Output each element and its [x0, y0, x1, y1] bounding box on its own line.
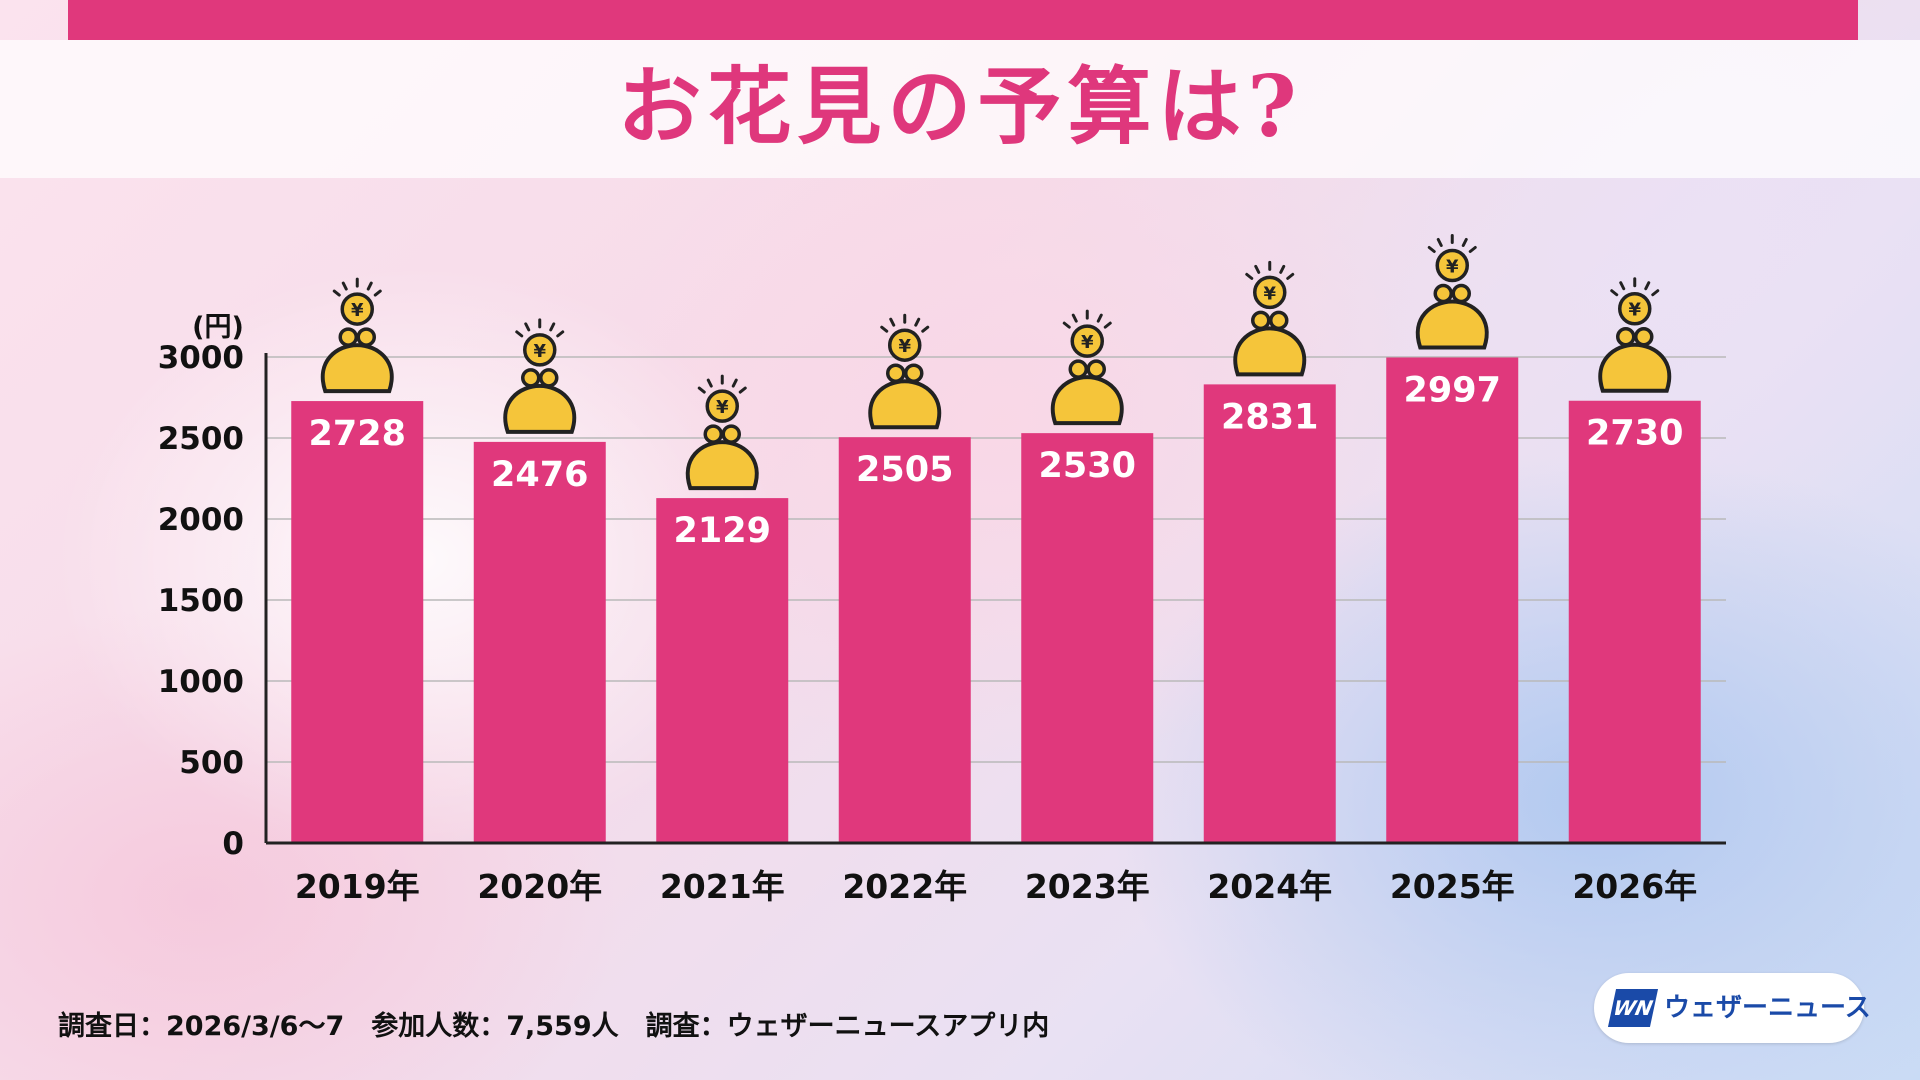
y-tick-label: 0 [222, 826, 244, 862]
bar [1386, 357, 1519, 843]
yen-coin-purse-icon: ¥ [1598, 277, 1672, 393]
bar [291, 401, 424, 843]
x-tick-label: 2025年 [1390, 867, 1515, 906]
bar [838, 437, 971, 843]
svg-text:¥: ¥ [716, 397, 729, 418]
y-tick-label: 2000 [158, 502, 244, 538]
y-tick-label: 500 [179, 745, 244, 781]
y-tick-label: 3000 [158, 340, 244, 376]
bar-value-label: 2831 [1221, 397, 1318, 437]
page-title: お花見の予算は? [617, 57, 1303, 156]
svg-text:¥: ¥ [351, 300, 364, 321]
yen-coin-purse-icon: ¥ [320, 277, 394, 394]
bar-value-label: 2129 [674, 511, 771, 551]
bar-value-label: 2728 [309, 414, 406, 454]
brand-badge: WN ウェザーニュース [1594, 973, 1871, 1043]
bar [1203, 384, 1336, 843]
title-band [0, 40, 1920, 178]
bar [656, 498, 789, 843]
bar-value-label: 2505 [856, 450, 953, 490]
x-tick-label: 2026年 [1572, 867, 1697, 906]
svg-text:¥: ¥ [898, 336, 911, 357]
bar-value-label: 2476 [491, 455, 588, 495]
yen-coin-purse-icon: ¥ [1415, 233, 1489, 350]
bar [1021, 433, 1154, 843]
yen-coin-purse-icon: ¥ [503, 318, 577, 434]
x-tick-label: 2022年 [842, 867, 967, 906]
yen-coin-purse-icon: ¥ [868, 313, 942, 430]
y-tick-label: 1500 [158, 583, 244, 619]
brand-name: ウェザーニュース [1664, 993, 1871, 1023]
bar-value-label: 2997 [1404, 370, 1501, 410]
x-tick-label: 2023年 [1025, 867, 1150, 906]
bar [1568, 400, 1701, 843]
brand-logo: WN [1607, 989, 1659, 1027]
svg-text:¥: ¥ [1263, 283, 1276, 304]
y-tick-label: 1000 [158, 664, 244, 700]
x-tick-label: 2020年 [477, 867, 602, 906]
x-tick-label: 2024年 [1207, 867, 1332, 906]
top-accent-bar [68, 0, 1858, 40]
x-tick-label: 2019年 [295, 867, 420, 906]
svg-text:¥: ¥ [1446, 256, 1459, 277]
svg-text:¥: ¥ [533, 341, 546, 362]
yen-coin-purse-icon: ¥ [685, 374, 759, 491]
bar-value-label: 2530 [1039, 446, 1136, 486]
survey-note: 調査日：2026/3/6〜7 参加人数：7,559人 調査：ウェザーニュースアプ… [58, 1011, 1050, 1042]
x-tick-label: 2021年 [660, 867, 785, 906]
svg-text:¥: ¥ [1628, 300, 1641, 321]
bar [473, 441, 606, 843]
svg-text:¥: ¥ [1081, 332, 1094, 353]
y-tick-label: 2500 [158, 421, 244, 457]
yen-coin-purse-icon: ¥ [1050, 309, 1124, 426]
bar-value-label: 2730 [1586, 414, 1683, 454]
y-axis-label: (円) [192, 312, 244, 343]
yen-coin-purse-icon: ¥ [1233, 260, 1307, 377]
